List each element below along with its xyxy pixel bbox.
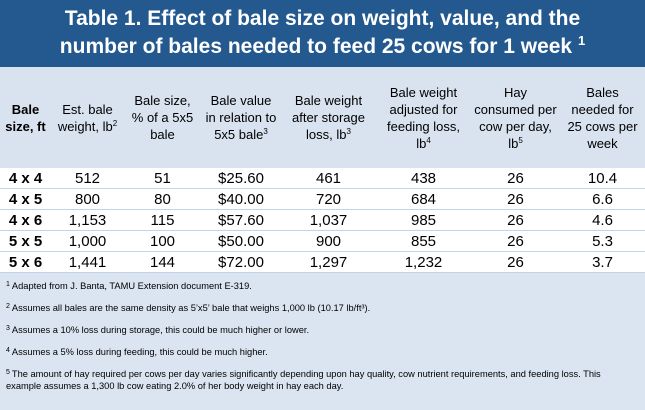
table-row: 5 x 5 1,000 100 $50.00 900 855 26 5.3 xyxy=(0,230,645,252)
footnote-number: 5 xyxy=(6,369,10,376)
table-cell: 800 xyxy=(51,188,124,210)
table-cell: 1,037 xyxy=(281,209,376,231)
footnote-text: Assumes a 10% loss during storage, this … xyxy=(11,325,310,335)
table-cell: 1,297 xyxy=(281,251,376,273)
table-cell: 10.4 xyxy=(560,168,645,189)
table-cell: 26 xyxy=(471,209,560,231)
table-cell: 5 x 6 xyxy=(0,251,51,273)
column-header-text: Bale weight after storage loss, lb xyxy=(292,93,365,142)
column-header: Bales needed for 25 cows per week xyxy=(560,67,645,168)
footnote: 5 The amount of hay required per cows per… xyxy=(6,368,637,392)
table-cell: 26 xyxy=(471,168,560,189)
table-cell: 4 x 4 xyxy=(0,168,51,189)
table-row: 4 x 5 800 80 $40.00 720 684 26 6.6 xyxy=(0,188,645,210)
table-cell: $40.00 xyxy=(201,188,281,210)
table-cell: 80 xyxy=(124,188,201,210)
table-cell: 51 xyxy=(124,168,201,189)
table-cell: $25.60 xyxy=(201,168,281,189)
table-row: 5 x 6 1,441 144 $72.00 1,297 1,232 26 3.7 xyxy=(0,251,645,273)
column-header-footnote-mark: 3 xyxy=(346,127,351,136)
table-cell: $72.00 xyxy=(201,251,281,273)
table-title: Table 1. Effect of bale size on weight, … xyxy=(0,0,645,67)
footnote: 1 Adapted from J. Banta, TAMU Extension d… xyxy=(6,280,637,292)
table-cell: 512 xyxy=(51,168,124,189)
title-line-2-text: number of bales needed to feed 25 cows f… xyxy=(59,35,573,58)
column-header-footnote-mark: 3 xyxy=(263,127,268,136)
column-header: Est. bale weight, lb2 xyxy=(51,67,124,168)
table-cell: 985 xyxy=(376,209,471,231)
table-cell: 461 xyxy=(281,168,376,189)
table-cell: 1,441 xyxy=(51,251,124,273)
table-row: 4 x 4 512 51 $25.60 461 438 26 10.4 xyxy=(0,168,645,189)
footnotes: 1 Adapted from J. Banta, TAMU Extension d… xyxy=(0,275,645,410)
table-cell: 4 x 5 xyxy=(0,188,51,210)
table-cell: 684 xyxy=(376,188,471,210)
table-cell: 720 xyxy=(281,188,376,210)
table-cell: 438 xyxy=(376,168,471,189)
table-cell: 900 xyxy=(281,230,376,252)
table-cell: 4.6 xyxy=(560,209,645,231)
table-cell: 1,000 xyxy=(51,230,124,252)
column-header-text: Bale size, % of a 5x5 bale xyxy=(131,93,194,142)
column-header-text: Est. bale weight, lb xyxy=(57,101,113,134)
column-header-footnote-mark: 5 xyxy=(518,135,523,145)
table-cell: 115 xyxy=(124,209,201,231)
table-cell: 6.6 xyxy=(560,188,645,210)
footnote-number: 3 xyxy=(6,325,10,332)
table-body: 4 x 4 512 51 $25.60 461 438 26 10.4 4 x 5 800 80 $4… xyxy=(0,168,645,273)
footnote-number: 1 xyxy=(6,281,10,288)
column-header-footnote-mark: 2 xyxy=(112,118,118,128)
header-row: Bale size, ft Est. bale weight, lb2 Bale s… xyxy=(0,67,645,168)
column-header-text: Bale value in relation to 5x5 bale xyxy=(205,93,277,142)
column-header: Bale size, % of a 5x5 bale xyxy=(124,67,201,168)
table-cell: 26 xyxy=(471,188,560,210)
table-row: 4 x 6 1,153 115 $57.60 1,037 985 26 4.6 xyxy=(0,209,645,231)
table-cell: 5 x 5 xyxy=(0,230,51,252)
table-cell: 1,232 xyxy=(376,251,471,273)
table-cell: 3.7 xyxy=(560,251,645,273)
column-header: Bale value in relation to 5x5 bale3 xyxy=(201,67,281,168)
footnote-number: 2 xyxy=(6,303,10,310)
footnote-text: Adapted from J. Banta, TAMU Extension do… xyxy=(11,281,252,291)
table-cell: 1,153 xyxy=(51,209,124,231)
footnote: 2 Assumes all bales are the same density … xyxy=(6,302,637,314)
table-cell: $57.60 xyxy=(201,209,281,231)
column-header: Bale weight after storage loss, lb3 xyxy=(281,67,376,168)
table-cell: 4 x 6 xyxy=(0,209,51,231)
table-cell: $50.00 xyxy=(201,230,281,252)
data-table: Bale size, ft Est. bale weight, lb2 Bale s… xyxy=(0,67,645,273)
column-header-text: Bales needed for 25 cows per week xyxy=(567,84,638,151)
table-cell: 855 xyxy=(376,230,471,252)
title-line-2: number of bales needed to feed 25 cows f… xyxy=(0,33,645,61)
column-header: Bale size, ft xyxy=(0,67,51,168)
title-footnote-mark: 1 xyxy=(577,33,586,48)
column-header: Bale weight adjusted for feeding loss, l… xyxy=(376,67,471,168)
column-header-footnote-mark: 4 xyxy=(426,135,431,145)
column-header-text: Bale weight adjusted for feeding loss, l… xyxy=(387,84,460,151)
footnote-number: 4 xyxy=(6,347,10,354)
column-header: Hay consumed per cow per day, lb5 xyxy=(471,67,560,168)
table-cell: 5.3 xyxy=(560,230,645,252)
column-header-text: Bale size, ft xyxy=(5,101,46,134)
footnote-text: The amount of hay required per cows per … xyxy=(6,369,601,391)
footnote: 4 Assumes a 5% loss during feeding, this … xyxy=(6,346,637,358)
table-cell: 26 xyxy=(471,230,560,252)
column-header-text: Hay consumed per cow per day, lb xyxy=(474,84,557,151)
footnote: 3 Assumes a 10% loss during storage, this… xyxy=(6,324,637,336)
table-cell: 100 xyxy=(124,230,201,252)
footnote-text: Assumes a 5% loss during feeding, this c… xyxy=(11,347,268,357)
title-line-1: Table 1. Effect of bale size on weight, … xyxy=(64,7,581,30)
table-cell: 144 xyxy=(124,251,201,273)
table-cell: 26 xyxy=(471,251,560,273)
footnote-text: Assumes all bales are the same density a… xyxy=(11,303,371,313)
